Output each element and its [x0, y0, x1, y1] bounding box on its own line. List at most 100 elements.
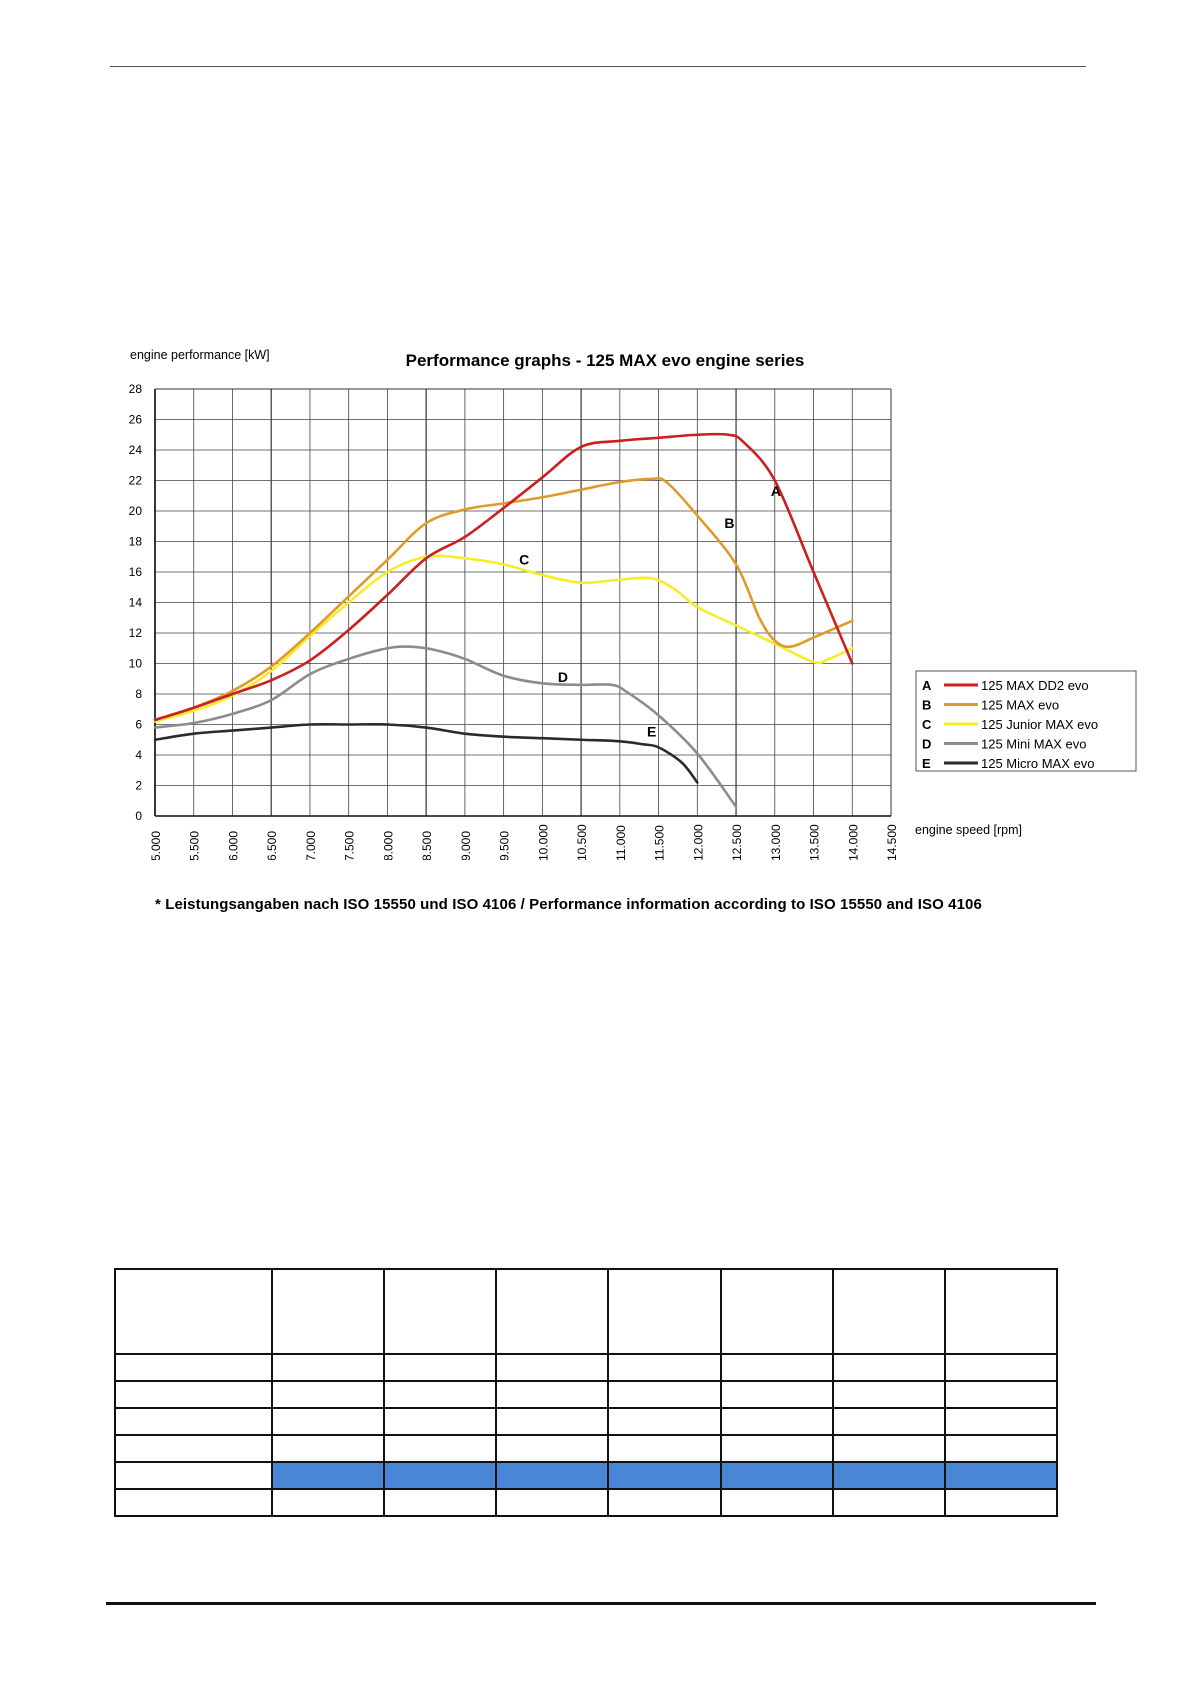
series-letter-a: A [771, 483, 781, 499]
y-tick-label: 8 [135, 687, 142, 701]
x-tick-label: 11.000 [614, 825, 628, 860]
table-cell [114, 1268, 273, 1355]
table-cell [270, 1380, 386, 1409]
table-row [114, 1353, 1059, 1382]
table-cell [831, 1434, 946, 1463]
y-tick-label: 0 [135, 809, 142, 823]
table-cell [943, 1268, 1059, 1355]
series-lines: A B C D E [153, 432, 854, 809]
series-line-e [153, 722, 699, 784]
spec-table [114, 1268, 1059, 1517]
table-cell [943, 1434, 1059, 1463]
y-tick-label: 24 [129, 443, 143, 457]
y-tick-label: 14 [129, 596, 143, 610]
table-cell [943, 1407, 1059, 1436]
table-cell [943, 1461, 1059, 1490]
table-row [114, 1268, 1059, 1355]
chart-legend: A 125 MAX DD2 evo B 125 MAX evo C 125 Junior … [915, 670, 1137, 772]
table-cell [831, 1407, 946, 1436]
y-tick-label: 22 [129, 474, 143, 488]
y-tick-label: 6 [135, 718, 142, 732]
x-tick-label: 6.000 [226, 831, 240, 860]
header-rule [110, 66, 1086, 67]
chart-title: Performance graphs - 125 MAX evo engine … [406, 351, 805, 370]
table-cell [383, 1488, 498, 1517]
table-cell [607, 1407, 722, 1436]
table-cell [495, 1434, 610, 1463]
y-tick-label: 16 [129, 565, 143, 579]
legend-label: 125 Junior MAX evo [981, 717, 1098, 732]
table-cell [607, 1434, 722, 1463]
legend-label: 125 Mini MAX evo [981, 737, 1087, 752]
legend-letter: C [922, 717, 932, 732]
series-line-b [153, 476, 854, 722]
table-cell [943, 1380, 1059, 1409]
table-cell [270, 1461, 386, 1490]
legend-letter: E [922, 756, 931, 771]
x-tick-label: 5.000 [149, 831, 163, 860]
table-cell [383, 1268, 498, 1355]
table-cell [270, 1268, 386, 1355]
table-cell [719, 1407, 834, 1436]
x-tick-label: 11.500 [653, 825, 667, 860]
x-tick-label: 12.000 [691, 824, 705, 860]
table-cell [495, 1488, 610, 1517]
y-axis-label: engine performance [kW] [130, 348, 270, 362]
y-tick-label: 26 [129, 413, 143, 427]
series-letter-d: D [558, 669, 568, 685]
table-cell [114, 1434, 273, 1463]
legend-label: 125 MAX evo [981, 698, 1059, 713]
y-tick-label: 18 [129, 535, 143, 549]
table-cell [943, 1353, 1059, 1382]
series-line-c [153, 554, 854, 723]
table-cell [270, 1353, 386, 1382]
table-cell [270, 1407, 386, 1436]
x-tick-label: 14.500 [885, 824, 899, 860]
table-cell [270, 1488, 386, 1517]
x-axis-label: engine speed [rpm] [915, 823, 1022, 837]
legend-letter: B [922, 698, 931, 713]
table-cell [831, 1461, 946, 1490]
series-line-a [153, 432, 854, 722]
table-cell [114, 1461, 273, 1490]
x-tick-label: 6.500 [265, 831, 279, 860]
chart-grid [154, 388, 892, 817]
x-tick-label: 8.500 [420, 831, 434, 860]
x-tick-label: 12.500 [730, 824, 744, 860]
table-cell [607, 1268, 722, 1355]
table-cell [383, 1434, 498, 1463]
table-cell [495, 1268, 610, 1355]
table-cell [831, 1353, 946, 1382]
table-row [114, 1380, 1059, 1409]
table-cell [607, 1380, 722, 1409]
table-row [114, 1488, 1059, 1517]
table-cell [495, 1407, 610, 1436]
series-line-d [153, 645, 738, 809]
x-tick-label: 7.000 [304, 831, 318, 860]
table-cell [719, 1380, 834, 1409]
table-cell [719, 1268, 834, 1355]
table-cell [719, 1434, 834, 1463]
legend-letter: A [922, 678, 932, 693]
table-row [114, 1461, 1059, 1490]
table-cell [719, 1353, 834, 1382]
table-cell [943, 1488, 1059, 1517]
x-tick-label: 5.500 [188, 831, 202, 860]
table-cell [383, 1380, 498, 1409]
x-tick-label: 9.500 [498, 831, 512, 860]
footnote: * Leistungsangaben nach ISO 15550 und IS… [155, 896, 982, 913]
x-tick-label: 13.500 [808, 824, 822, 860]
table-row [114, 1434, 1059, 1463]
table-row [114, 1407, 1059, 1436]
y-tick-label: 10 [129, 657, 143, 671]
table-cell [607, 1488, 722, 1517]
table-cell [495, 1353, 610, 1382]
table-cell [114, 1380, 273, 1409]
table-cell [831, 1268, 946, 1355]
x-tick-label: 8.000 [381, 831, 395, 860]
table-cell [383, 1407, 498, 1436]
series-letter-c: C [519, 551, 529, 567]
table-cell [719, 1488, 834, 1517]
legend-label: 125 MAX DD2 evo [981, 678, 1089, 693]
